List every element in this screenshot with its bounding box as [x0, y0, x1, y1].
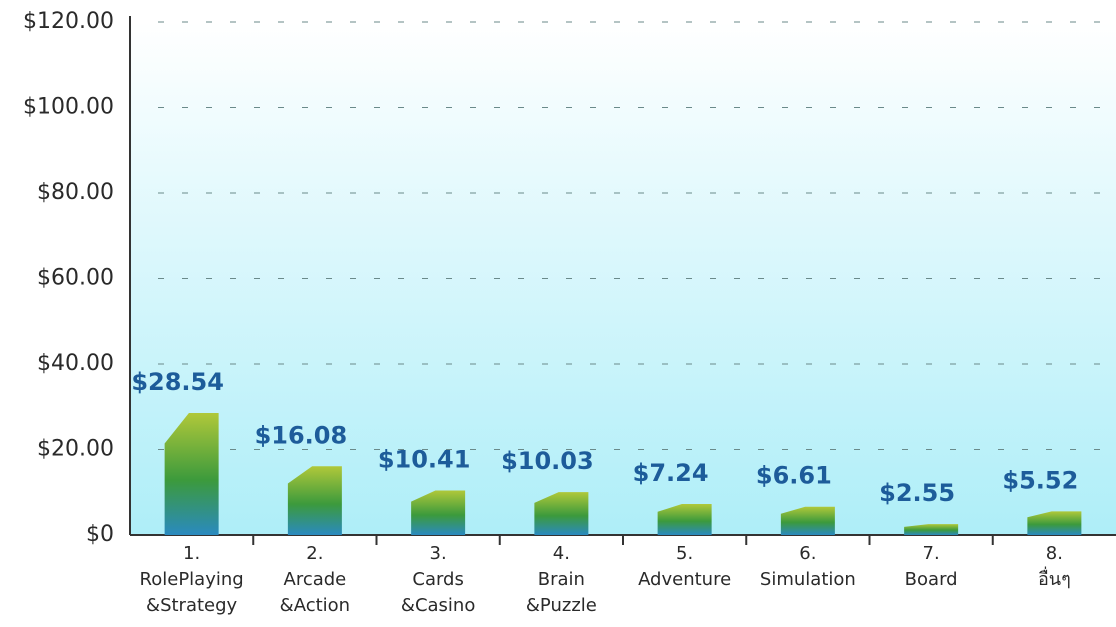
y-tick-label: $40.00 — [37, 351, 114, 376]
value-label: $7.24 — [633, 459, 709, 487]
y-tick-label: $20.00 — [37, 437, 114, 462]
y-tick-label: $60.00 — [37, 266, 114, 291]
x-tick-label: 3. Cards &Casino — [400, 543, 476, 616]
y-tick-label: $120.00 — [23, 9, 114, 34]
value-label: $6.61 — [756, 462, 832, 490]
x-tick-label: 5. Adventure — [638, 543, 732, 590]
bar — [780, 506, 835, 535]
bar — [657, 504, 712, 535]
bar — [287, 466, 342, 535]
bar — [534, 492, 589, 535]
value-label: $10.03 — [501, 447, 594, 475]
x-tick-label: 7. Board — [904, 543, 958, 590]
value-label: $16.08 — [255, 421, 348, 449]
bar — [411, 490, 466, 535]
bar — [164, 412, 219, 535]
x-tick-label: 4. Brain &Puzzle — [525, 543, 597, 616]
value-label: $28.54 — [131, 368, 224, 396]
value-label: $5.52 — [1002, 466, 1078, 494]
y-tick-label: $100.00 — [23, 95, 114, 120]
x-tick-label: 6. Simulation — [759, 543, 856, 590]
y-tick-label: $80.00 — [37, 180, 114, 205]
y-tick-label: $0 — [86, 522, 114, 547]
x-tick-label: 1. RolePlaying &Strategy — [139, 543, 244, 616]
value-label: $2.55 — [879, 479, 955, 507]
plot-background — [130, 22, 1116, 535]
x-tick-label: 8. อื่นๆ — [1037, 543, 1071, 590]
bar — [1027, 511, 1082, 535]
x-tick-label: 2. Arcade &Action — [279, 543, 351, 616]
value-label: $10.41 — [378, 445, 471, 473]
bar — [904, 524, 959, 535]
